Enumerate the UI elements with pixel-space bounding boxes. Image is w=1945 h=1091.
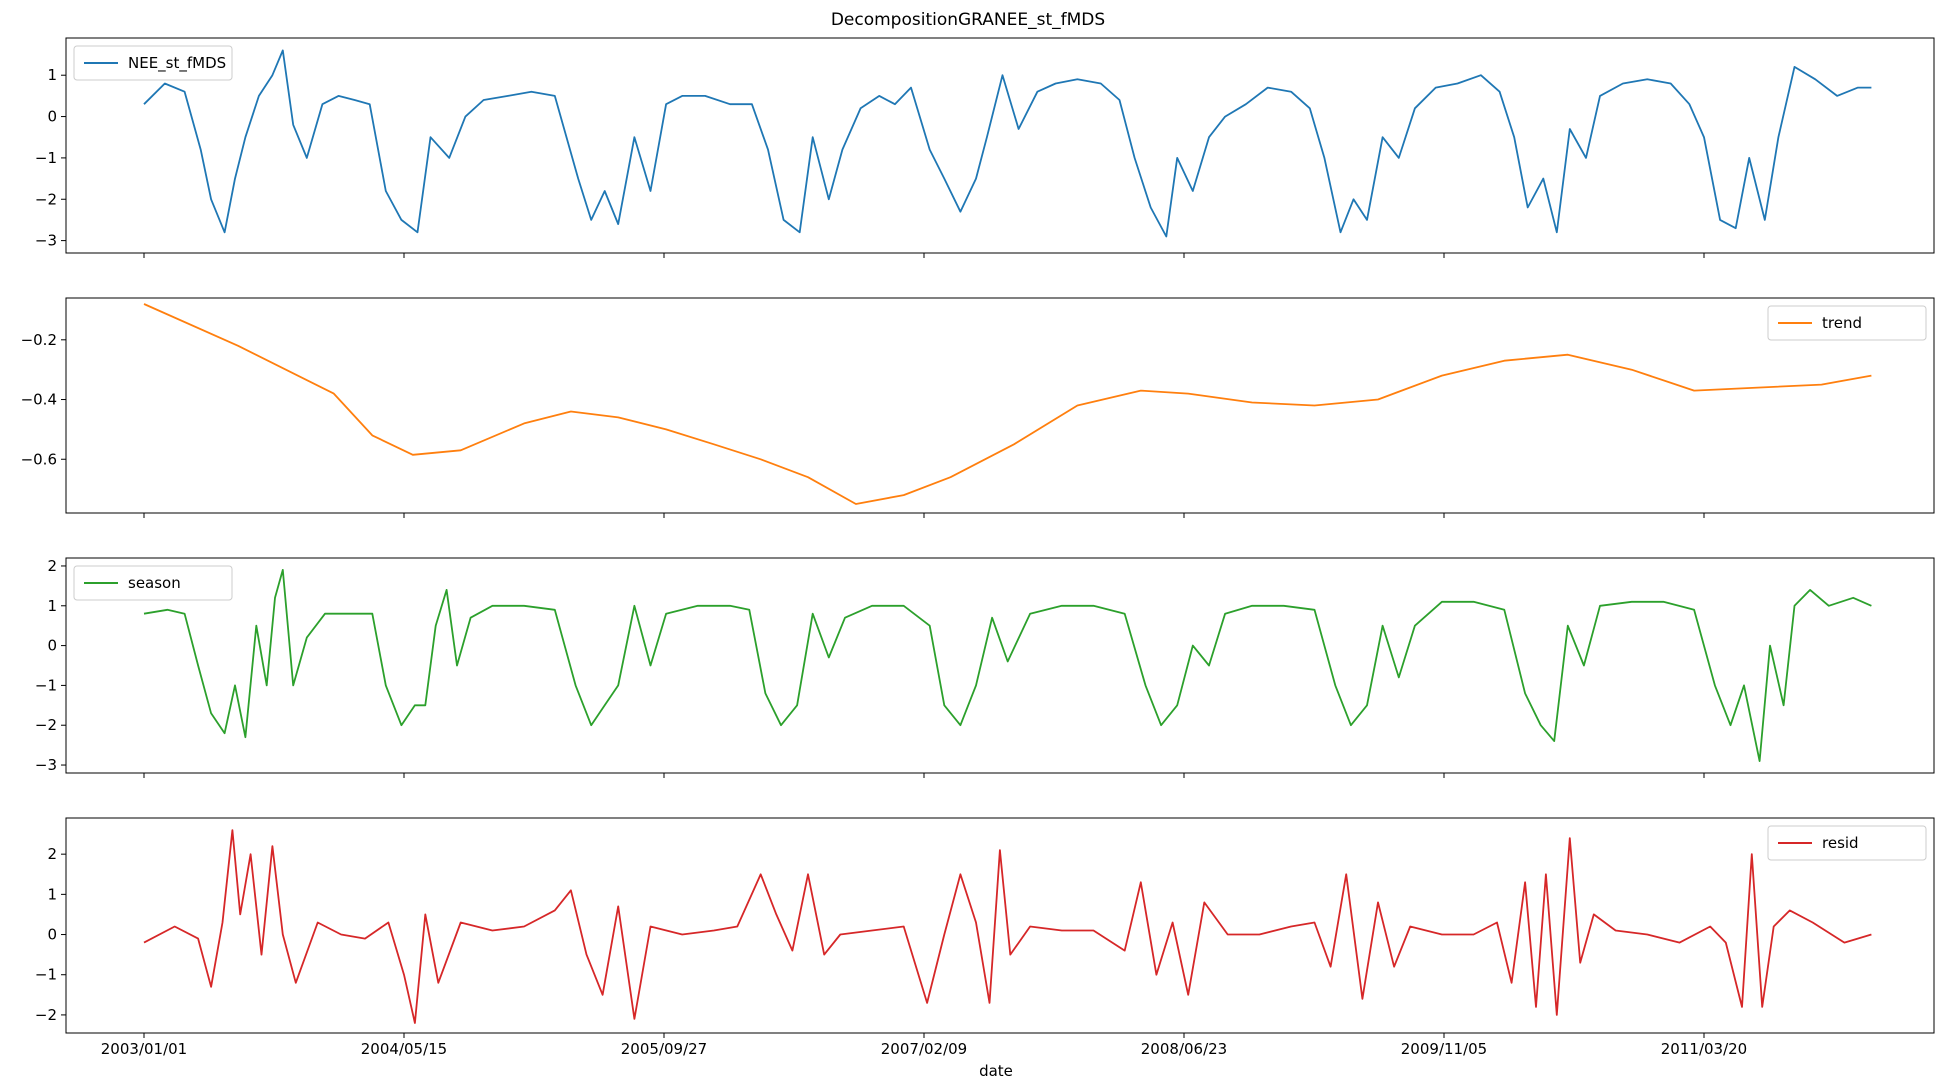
y-tick-label: 0 bbox=[47, 637, 57, 655]
legend-box bbox=[1767, 305, 1927, 341]
legend-box bbox=[73, 565, 233, 601]
legend-label: resid bbox=[1822, 834, 1859, 852]
x-tick-label: 2008/06/23 bbox=[1141, 1040, 1227, 1058]
y-tick-label: −0.2 bbox=[21, 331, 57, 349]
y-tick-label: −1 bbox=[35, 676, 57, 694]
y-tick-label: −3 bbox=[35, 232, 57, 250]
y-tick-label: −0.6 bbox=[21, 450, 57, 468]
y-tick-label: −3 bbox=[35, 756, 57, 774]
legend-label: trend bbox=[1822, 314, 1862, 332]
y-tick-label: −1 bbox=[35, 149, 57, 167]
trend-series-line bbox=[143, 303, 1872, 505]
legend-box bbox=[73, 45, 233, 81]
resid-panel: −2 −1 0 1 2 2003/01/01 2004/05/15 2005/09/27 200… bbox=[35, 817, 1935, 1058]
resid-series-line bbox=[143, 829, 1872, 1024]
legend-box bbox=[1767, 825, 1927, 861]
resid-legend: resid bbox=[1767, 825, 1927, 861]
x-tick-label: 2005/09/27 bbox=[621, 1040, 707, 1058]
y-tick-label: 2 bbox=[47, 557, 57, 575]
y-tick-label: 0 bbox=[47, 108, 57, 126]
x-tick-label: 2007/02/09 bbox=[881, 1040, 967, 1058]
NEE_st_fMDS-axes-frame bbox=[65, 37, 1935, 254]
y-tick-label: −1 bbox=[35, 966, 57, 984]
panels: −3 −2 −1 0 1 NEE_st_fMDS −0.6 −0.4 −0.2 trend −3 −2… bbox=[21, 37, 1935, 1058]
y-tick-label: 1 bbox=[47, 597, 57, 615]
y-tick-label: −2 bbox=[35, 190, 57, 208]
x-axis-label: date bbox=[979, 1062, 1013, 1080]
y-tick-label: 0 bbox=[47, 926, 57, 944]
x-tick-label: 2004/05/15 bbox=[361, 1040, 447, 1058]
season-series-line bbox=[143, 569, 1872, 762]
y-tick-label: −2 bbox=[35, 716, 57, 734]
x-tick-label: 2009/11/05 bbox=[1401, 1040, 1487, 1058]
trend-legend: trend bbox=[1767, 305, 1927, 341]
x-tick-label: 2003/01/01 bbox=[101, 1040, 187, 1058]
trend-axes-frame bbox=[65, 297, 1935, 514]
NEE_st_fMDS-legend: NEE_st_fMDS bbox=[73, 45, 233, 81]
season-legend: season bbox=[73, 565, 233, 601]
figure-title: DecompositionGRANEE_st_fMDS bbox=[831, 10, 1105, 30]
y-tick-label: 1 bbox=[47, 66, 57, 84]
season-axes-frame bbox=[65, 557, 1935, 774]
y-tick-label: 1 bbox=[47, 885, 57, 903]
legend-label: season bbox=[128, 574, 181, 592]
x-tick-label: 2011/03/20 bbox=[1661, 1040, 1747, 1058]
trend-panel: −0.6 −0.4 −0.2 trend bbox=[21, 297, 1935, 518]
NEE_st_fMDS-panel: −3 −2 −1 0 1 NEE_st_fMDS bbox=[35, 37, 1935, 258]
legend-label: NEE_st_fMDS bbox=[128, 54, 226, 73]
season-panel: −3 −2 −1 0 1 2 season bbox=[35, 557, 1935, 778]
y-tick-label: −0.4 bbox=[21, 391, 57, 409]
y-tick-label: −2 bbox=[35, 1006, 57, 1024]
y-tick-label: 2 bbox=[47, 845, 57, 863]
resid-axes-frame bbox=[65, 817, 1935, 1034]
NEE_st_fMDS-series-line bbox=[143, 49, 1872, 238]
